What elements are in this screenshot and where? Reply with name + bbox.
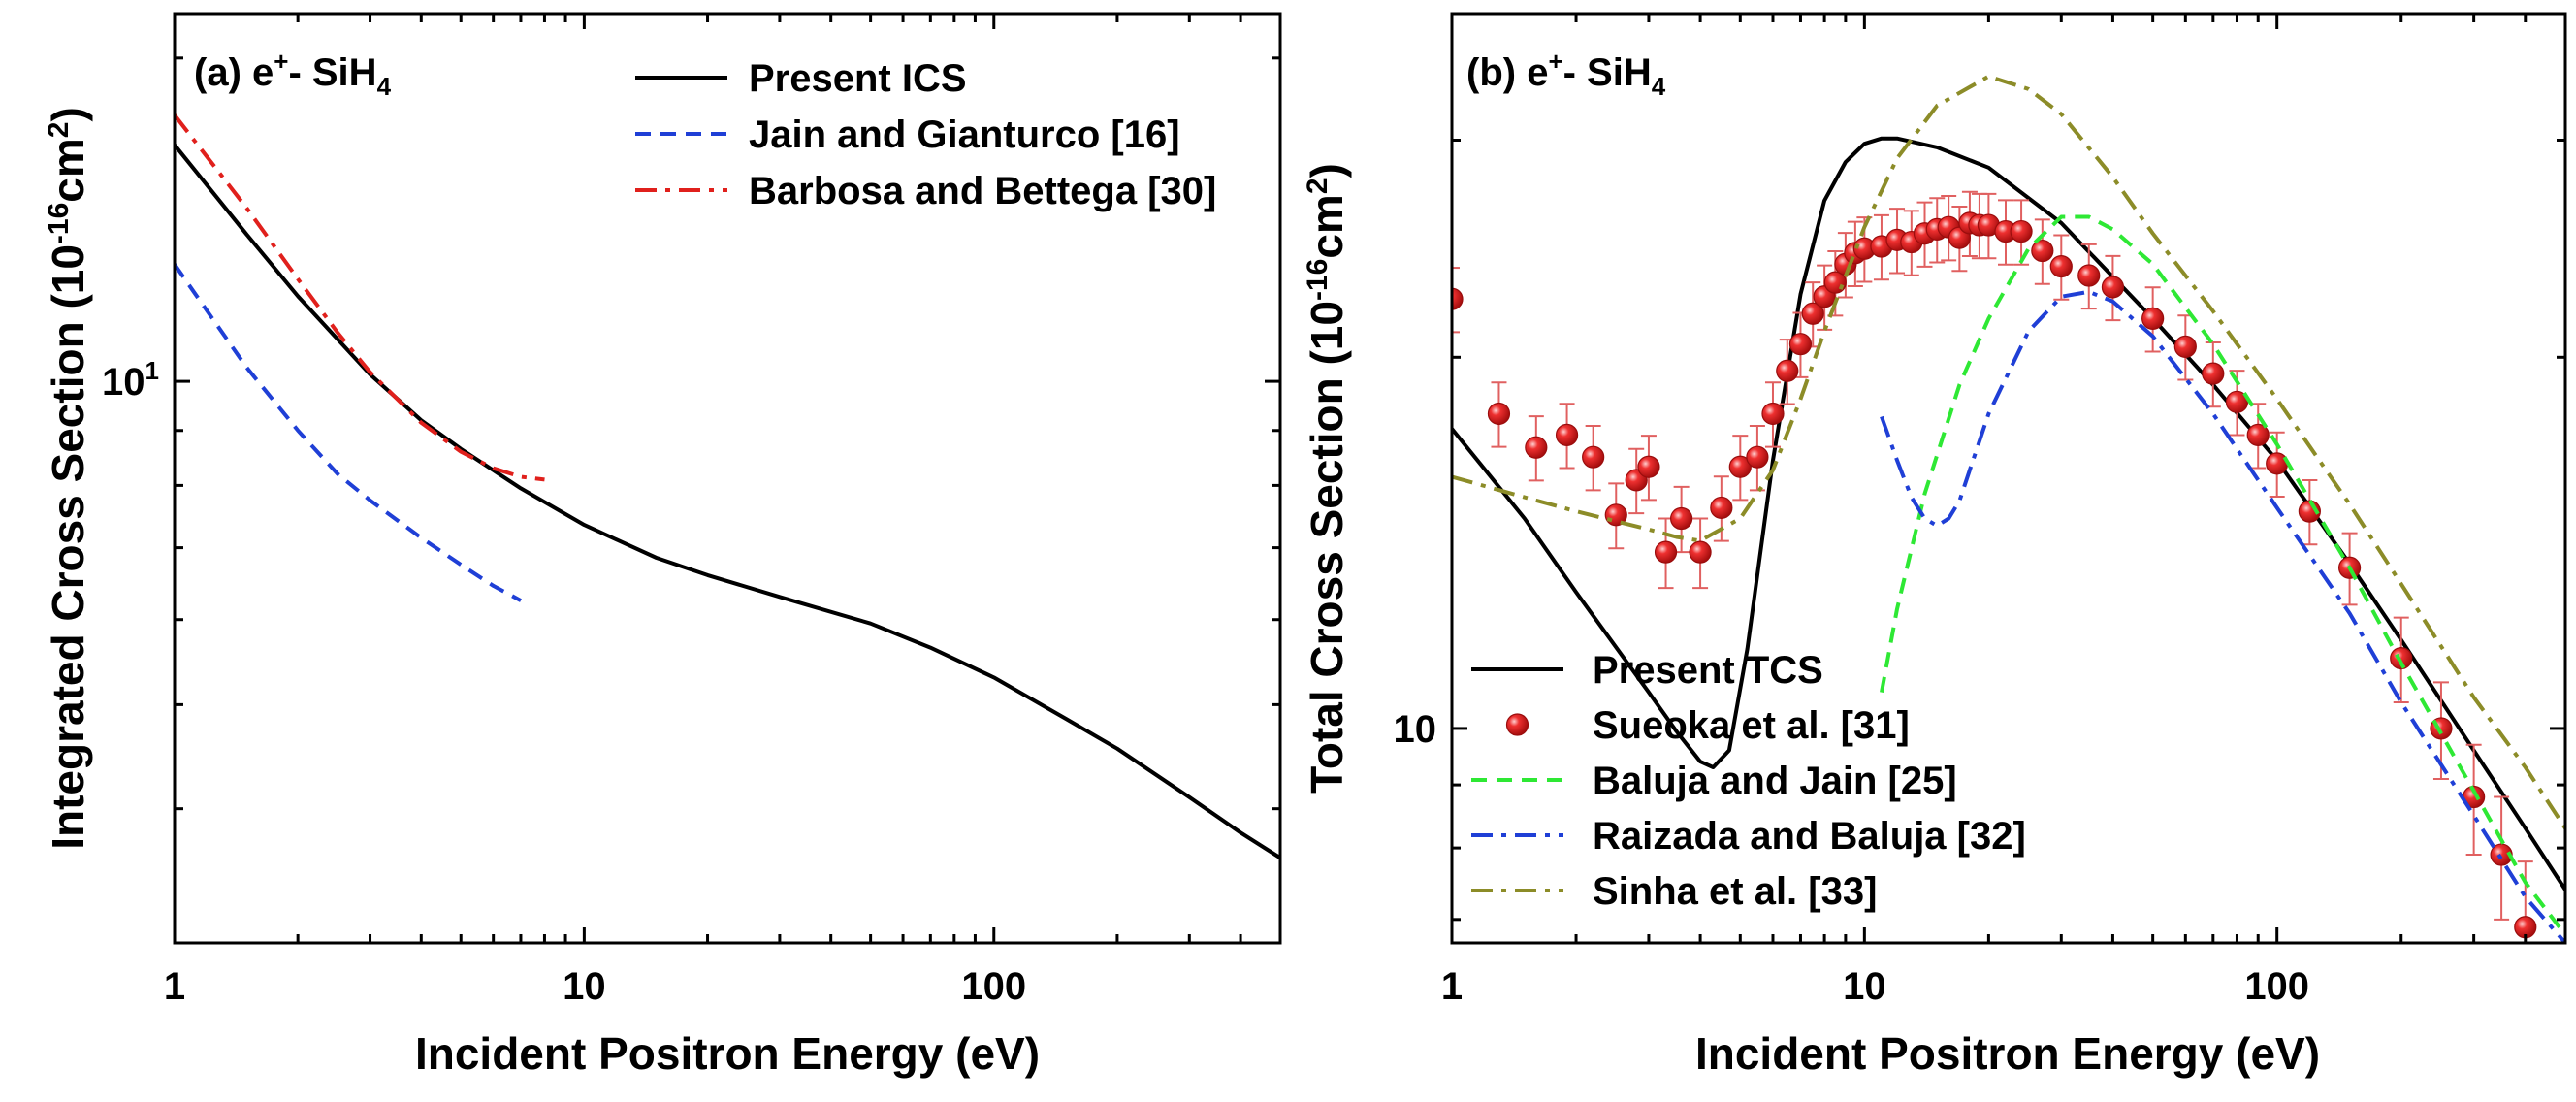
panel-a-legend-item-jain-and-gianturco-16: Jain and Gianturco [16] [635,113,1180,156]
panel-b-legend-item-baluja-and-jain-25: Baluja and Jain [25] [1471,760,1957,802]
panel-b-series-sueoka-et-al-31-point [1761,402,1785,426]
panel-b-series-sueoka-et-al-31-point [2031,239,2054,263]
panel-b-series-sueoka-et-al-31-point [1746,445,1769,469]
panel-b-x-tick-label: 100 [2244,965,2309,1008]
panel-a-legend-label: Barbosa and Bettega [30] [749,170,1216,212]
panel-b-legend-label: Sueoka et al. [31] [1593,704,1910,747]
panel-b-legend-marker [1505,713,1530,736]
panel-b-tick-layer: 1 10 100 10 [1394,14,2567,1008]
panel-a-legend-label: Jain and Gianturco [16] [749,113,1180,156]
panel-b-series-sueoka-et-al-31-point [1710,496,1733,520]
panel-b-y-axis-title: Total Cross Section (10-16cm2) [1302,163,1352,794]
panel-a: 1 10 100 101 (a) e+- SiH4 Incident Positron… [43,12,1282,1079]
panel-a-x-tick-label: 10 [563,965,606,1008]
panel-b-legend-label: Present TCS [1593,649,1823,692]
panel-b-series-sueoka-et-al-31-point [1776,359,1799,382]
panel-a-series-jain-and-gianturco-16 [175,263,522,602]
panel-a-legend-item-barbosa-and-bettega-30: Barbosa and Bettega [30] [635,170,1216,212]
panel-b-series-sueoka-et-al-31-point [2266,452,2289,475]
panel-b-x-tick-label: 1 [1441,965,1463,1008]
panel-b-series-raizada-and-baluja-32 [1880,289,2565,943]
panel-a-label: (a) e+- SiH4 [194,47,392,101]
panel-a-x-axis-title: Incident Positron Energy (eV) [415,1028,1040,1079]
panel-a-legend: Present ICS Jain and Gianturco [16] Barbos… [635,57,1216,212]
panel-a-x-tick-label: 100 [961,965,1026,1008]
panel-b-series-sinha-et-al-33 [1452,74,2565,829]
panel-b-series-sueoka-et-al-31-point [2010,219,2033,243]
panel-b-y-tick-label: 10 [1394,708,1437,751]
panel-b-series-sueoka-et-al-31 [1452,190,2537,943]
panel-b-series-sueoka-et-al-31-point [1525,436,1548,459]
panel-b-series-sueoka-et-al-31-point [2049,255,2073,278]
panel-b-series-sueoka-et-al-31-point [2101,276,2125,299]
panel-b-series-sueoka-et-al-31-point [1788,333,1813,356]
panel-b-series-sueoka-et-al-31-point [1670,506,1693,531]
panel-b-series-sueoka-et-al-31-point [1689,540,1712,564]
panel-a-series-barbosa-and-bettega-30 [175,113,545,482]
panel-b-legend-label: Raizada and Baluja [32] [1593,815,2026,858]
panel-b-x-tick-label: 10 [1843,965,1886,1008]
panel-a-legend-item-present-ics: Present ICS [635,57,967,100]
panel-b-x-axis-title: Incident Positron Energy (eV) [1695,1028,2320,1079]
panel-b-label: (b) e+- SiH4 [1466,47,1666,101]
panel-b-legend-item-sueoka-et-al-31: Sueoka et al. [31] [1505,704,1910,747]
panel-a-tick-layer: 1 10 100 101 [102,14,1282,1008]
panel-a-y-axis-title: Integrated Cross Section (10-16cm2) [43,107,93,850]
panel-b-series-sueoka-et-al-31-point [1452,287,1464,310]
panel-b-legend-item-sinha-et-al-33: Sinha et al. [33] [1471,870,1877,913]
panel-b-series-sueoka-et-al-31-point [1555,423,1579,446]
panel-b-series-sueoka-et-al-31-point [1654,540,1678,564]
panel-b-series-sueoka-et-al-31-point [1582,445,1605,469]
panel-b-legend-item-raizada-and-baluja-32: Raizada and Baluja [32] [1471,815,2026,858]
panel-b-series-sueoka-et-al-31-point [2202,362,2225,385]
panel-b-series-sueoka-et-al-31-point [2246,423,2270,446]
panel-b-series-sueoka-et-al-31-point [1728,455,1752,478]
panel-b-series-sueoka-et-al-31-point [2490,843,2513,866]
panel-b-series-sueoka-et-al-31-errorbar [1452,267,1460,334]
panel-b: 1 10 100 10 (b) e+- SiH4 Incident Positron … [1302,12,2567,1079]
panel-b-frame [1450,12,2567,945]
panel-b-series-sueoka-et-al-31-point [1637,455,1660,478]
panel-b-series-sueoka-et-al-31-point [2174,335,2197,358]
panel-b-legend-label: Sinha et al. [33] [1593,870,1877,913]
panel-b-plot-layer [1452,74,2565,943]
panel-a-frame [173,12,1282,945]
panel-a-plot-layer [175,113,1280,859]
panel-b-legend-label: Baluja and Jain [25] [1593,760,1957,802]
panel-b-series-sueoka-et-al-31-point [2077,264,2101,287]
panel-b-series-baluja-and-jain-25 [1880,214,2565,937]
panel-b-series-sueoka-et-al-31-point [1487,402,1511,426]
panel-a-legend-label: Present ICS [749,57,967,100]
panel-b-series-sueoka-et-al-31-point [2390,647,2413,670]
panel-a-x-tick-label: 1 [164,965,185,1008]
panel-b-legend-item-present-tcs: Present TCS [1471,649,1823,692]
panel-a-y-tick-label: 101 [102,356,159,404]
panel-b-series-sueoka-et-al-31-point [1801,302,1824,325]
panel-b-series-sueoka-et-al-31-point [2141,307,2165,330]
panel-b-legend: Present TCS Sueoka et al. [31] Baluja and … [1471,649,2026,913]
